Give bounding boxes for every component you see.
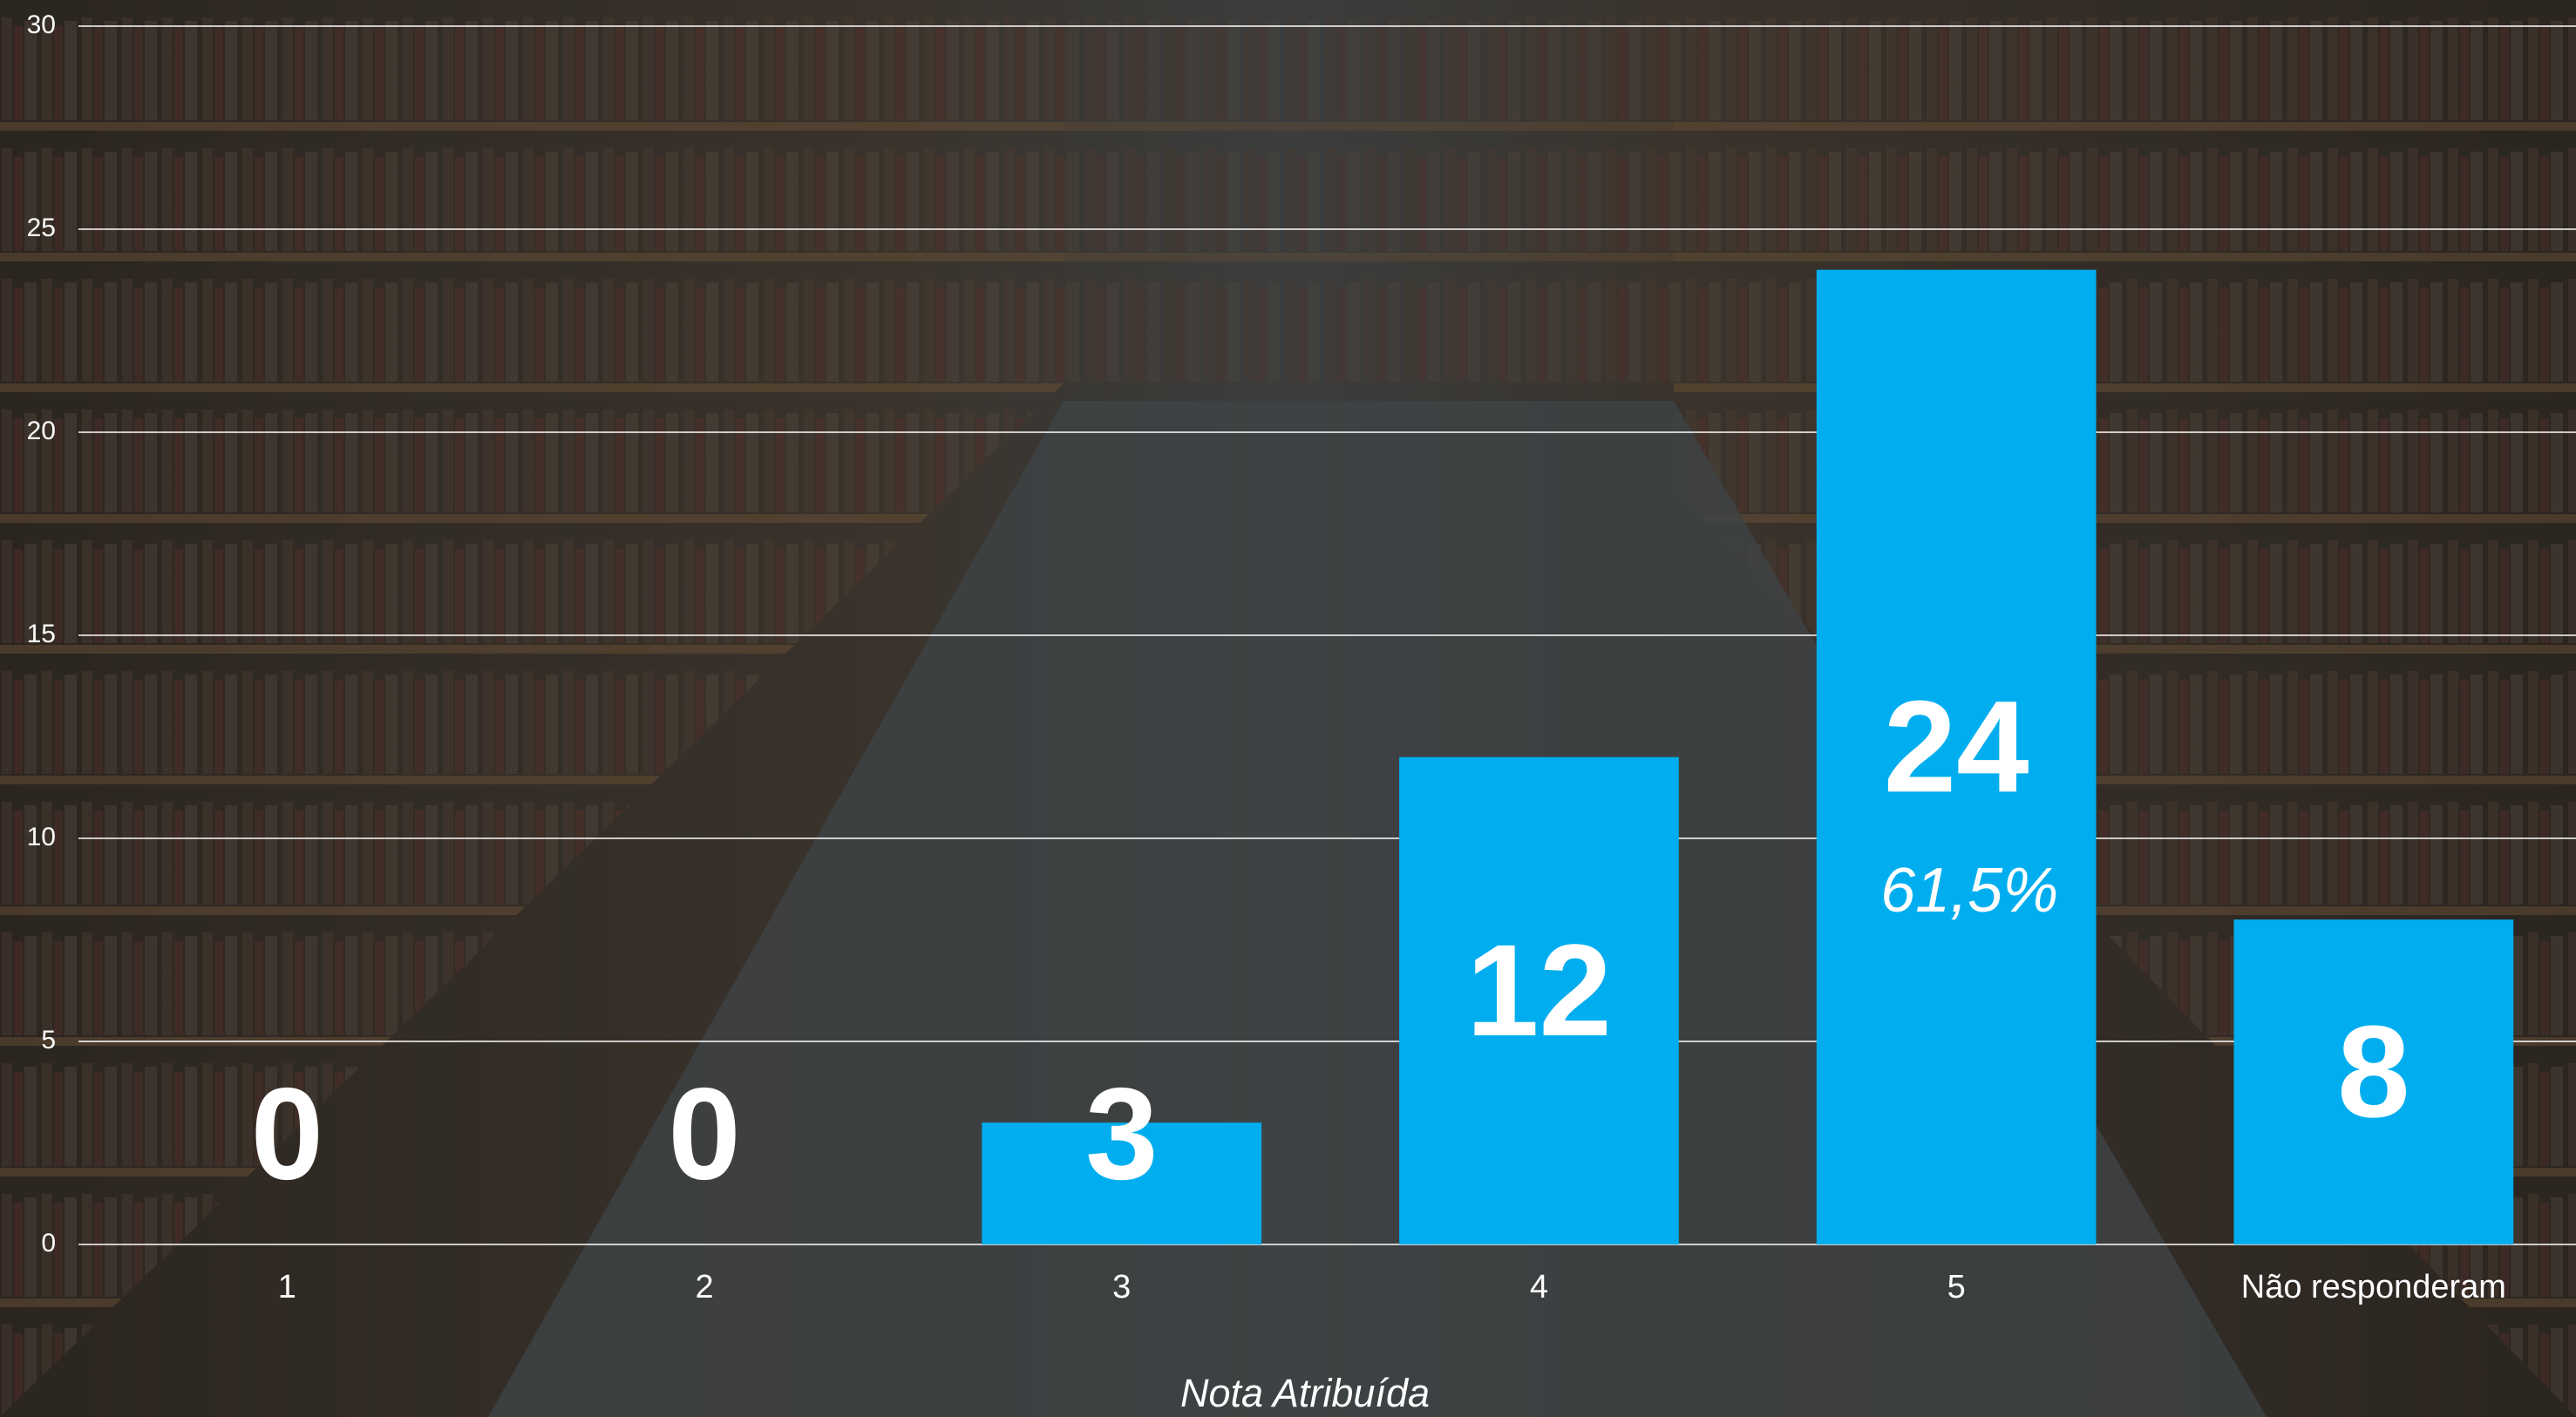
data-label: 0 [251, 1061, 323, 1207]
y-tick-label: 10 [27, 823, 56, 851]
bar [1816, 269, 2097, 1245]
y-tick-label: 0 [41, 1229, 56, 1258]
bar [2233, 919, 2514, 1244]
y-tick-label: 5 [41, 1026, 56, 1054]
y-tick-label: 20 [27, 417, 56, 445]
data-label: 0 [668, 1061, 740, 1207]
bar [982, 1122, 1262, 1244]
y-tick-label: 30 [27, 10, 56, 39]
data-label: 8 [2337, 998, 2409, 1144]
x-tick-label: 2 [695, 1269, 713, 1305]
x-axis-title: Nota Atribuída [1180, 1371, 1430, 1415]
data-label: 12 [1466, 917, 1612, 1063]
data-label: 24 [1884, 673, 2029, 819]
data-label: 3 [1085, 1061, 1158, 1207]
x-tick-label: 3 [1112, 1269, 1131, 1305]
x-tick-label: 4 [1530, 1269, 1548, 1305]
x-tick-label: 1 [278, 1269, 296, 1305]
x-tick-label: Não responderam [2241, 1269, 2506, 1305]
y-tick-label: 15 [27, 620, 56, 648]
x-tick-label: 5 [1947, 1269, 1966, 1305]
y-tick-label: 25 [27, 214, 56, 242]
bar [1399, 756, 1679, 1244]
annotation: 61,5% [1880, 856, 2058, 925]
